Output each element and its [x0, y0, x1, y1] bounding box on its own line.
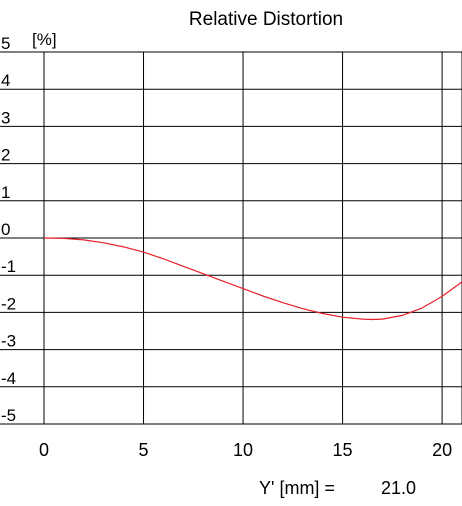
y-axis-label: [%] — [32, 30, 57, 49]
y-tick-label: -4 — [1, 369, 16, 388]
x-tick-label: 10 — [233, 440, 253, 460]
x-tick-label: 20 — [432, 440, 452, 460]
distortion-curve — [43, 237, 462, 321]
x-tick-label: 0 — [39, 440, 49, 460]
y-tick-label: -3 — [1, 332, 16, 351]
y-tick-label: 3 — [1, 108, 10, 127]
x-tick-label: 5 — [139, 440, 149, 460]
y-tick-label: 1 — [1, 183, 10, 202]
y-tick-labels: 5 4 3 2 1 0 -1 -2 -3 -4 -5 — [1, 34, 16, 425]
chart-title: Relative Distortion — [189, 9, 343, 30]
x-tick-labels: 0 5 10 15 20 — [39, 440, 452, 460]
y-tick-label: -1 — [1, 257, 16, 276]
horizontal-gridlines — [0, 51, 462, 425]
series-layer — [43, 237, 462, 321]
y-tick-label: 2 — [1, 146, 10, 165]
y-tick-label: 0 — [1, 220, 10, 239]
y-tick-label: -2 — [1, 294, 16, 313]
y-prime-value: 21.0 — [381, 478, 416, 498]
y-tick-label: 5 — [1, 34, 10, 53]
x-tick-label: 15 — [333, 440, 353, 460]
y-tick-label: 4 — [1, 71, 10, 90]
y-tick-label: -5 — [1, 406, 16, 425]
y-prime-label: Y' [mm] = — [259, 478, 335, 498]
